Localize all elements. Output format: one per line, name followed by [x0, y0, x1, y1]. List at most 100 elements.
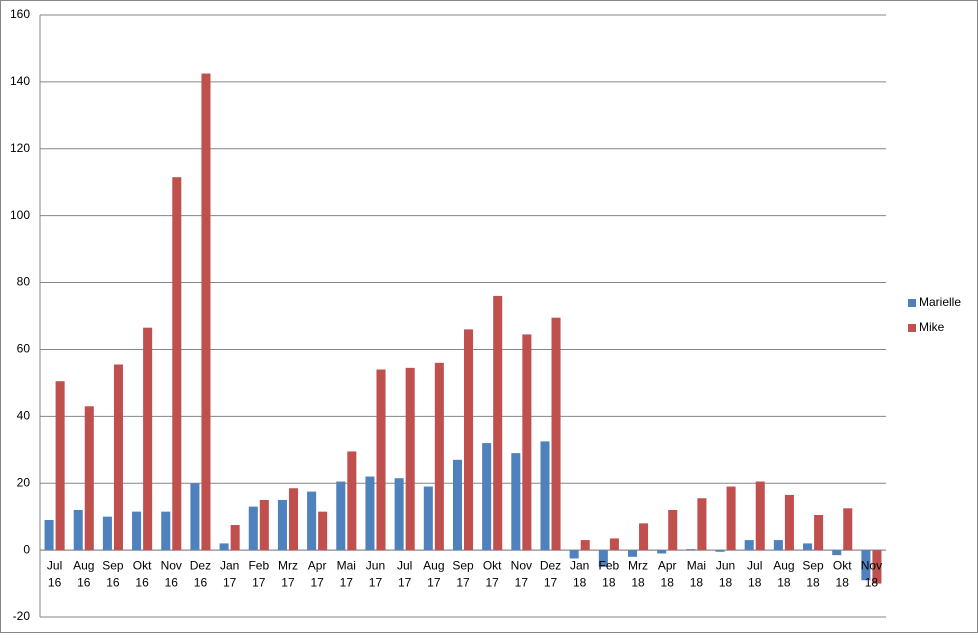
bar	[540, 441, 550, 551]
x-tick-label: 18	[777, 575, 791, 589]
x-tick-label: Nov	[861, 558, 882, 572]
y-tick-label: 100	[10, 208, 30, 222]
x-tick-label: Jul	[747, 558, 762, 572]
bar	[113, 364, 123, 551]
bar	[598, 550, 608, 567]
x-tick-label: Dez	[540, 558, 561, 572]
bar	[715, 550, 725, 552]
bar	[201, 73, 211, 551]
bar	[288, 488, 299, 551]
x-tick-label: Aug	[73, 558, 94, 572]
bar	[686, 549, 696, 551]
x-tick-label: 16	[106, 575, 120, 589]
x-tick-label: Okt	[483, 558, 502, 572]
bar	[569, 550, 579, 559]
bar	[464, 329, 474, 551]
x-tick-label: Feb	[248, 558, 269, 572]
x-tick-label: Apr	[658, 558, 677, 572]
x-tick-label: 16	[194, 575, 208, 589]
bar	[143, 327, 153, 551]
bar	[755, 481, 765, 551]
bar	[861, 550, 871, 581]
y-tick-label: 0	[23, 542, 30, 556]
y-tick-label: -20	[13, 609, 31, 623]
bar	[307, 491, 317, 551]
bar	[668, 509, 678, 551]
x-tick-label: Sep	[452, 558, 474, 572]
x-tick-label: 18	[661, 575, 675, 589]
x-tick-label: 18	[865, 575, 879, 589]
x-tick-label: Apr	[308, 558, 327, 572]
bar	[522, 334, 532, 551]
x-tick-label: Jun	[366, 558, 385, 572]
bar	[423, 486, 433, 551]
x-tick-label: 16	[135, 575, 149, 589]
bar	[55, 381, 65, 551]
x-tick-label: Jul	[47, 558, 62, 572]
bar	[832, 550, 842, 556]
bar	[639, 523, 649, 551]
bar	[132, 511, 142, 551]
x-tick-label: 17	[340, 575, 354, 589]
x-tick-label: Jan	[570, 558, 589, 572]
bar	[814, 514, 824, 551]
bar	[44, 520, 54, 551]
bar	[580, 540, 590, 551]
bar	[773, 540, 783, 551]
bar	[230, 525, 240, 551]
bar	[73, 509, 83, 551]
x-tick-label: 18	[602, 575, 616, 589]
legend-label: Marielle	[919, 295, 961, 309]
y-tick-label: 120	[10, 141, 30, 155]
y-tick-label: 160	[10, 7, 30, 21]
bar	[434, 362, 444, 551]
x-tick-label: Nov	[511, 558, 532, 572]
x-tick-label: Mai	[337, 558, 356, 572]
bar	[803, 543, 813, 551]
x-tick-label: Okt	[833, 558, 852, 572]
legend-swatch	[908, 324, 916, 332]
bar	[172, 177, 182, 551]
x-tick-label: Jul	[397, 558, 412, 572]
x-tick-label: Aug	[773, 558, 794, 572]
x-tick-label: 17	[485, 575, 499, 589]
y-tick-label: 80	[17, 275, 31, 289]
x-tick-label: 18	[806, 575, 820, 589]
bar	[493, 295, 503, 551]
bar	[190, 483, 200, 551]
x-tick-label: 17	[427, 575, 441, 589]
bar	[872, 550, 882, 584]
bar	[511, 453, 521, 551]
bar	[394, 478, 404, 551]
bar	[551, 317, 561, 551]
x-tick-label: 17	[281, 575, 295, 589]
x-tick-label: 17	[544, 575, 558, 589]
x-tick-label: Sep	[102, 558, 124, 572]
y-tick-label: 40	[17, 409, 31, 423]
x-tick-label: Dez	[190, 558, 211, 572]
x-tick-label: Mai	[687, 558, 706, 572]
y-tick-label: 60	[17, 342, 31, 356]
x-tick-label: 18	[748, 575, 762, 589]
x-tick-label: 17	[456, 575, 470, 589]
x-tick-label: Feb	[599, 558, 620, 572]
x-tick-label: 18	[719, 575, 733, 589]
x-tick-label: Nov	[161, 558, 182, 572]
bar	[277, 499, 287, 551]
bar	[219, 543, 229, 551]
x-tick-label: 16	[48, 575, 62, 589]
bar	[843, 508, 853, 551]
bar	[627, 550, 638, 557]
x-tick-label: Jan	[220, 558, 239, 572]
y-tick-label: 140	[10, 74, 30, 88]
bar	[84, 406, 94, 551]
bar	[609, 538, 619, 551]
x-tick-label: Sep	[802, 558, 824, 572]
bar	[318, 511, 328, 551]
bar	[726, 486, 736, 551]
bar	[452, 459, 462, 551]
x-tick-label: 17	[369, 575, 383, 589]
x-tick-label: 18	[631, 575, 645, 589]
x-tick-label: 16	[165, 575, 179, 589]
x-tick-label: 18	[836, 575, 850, 589]
